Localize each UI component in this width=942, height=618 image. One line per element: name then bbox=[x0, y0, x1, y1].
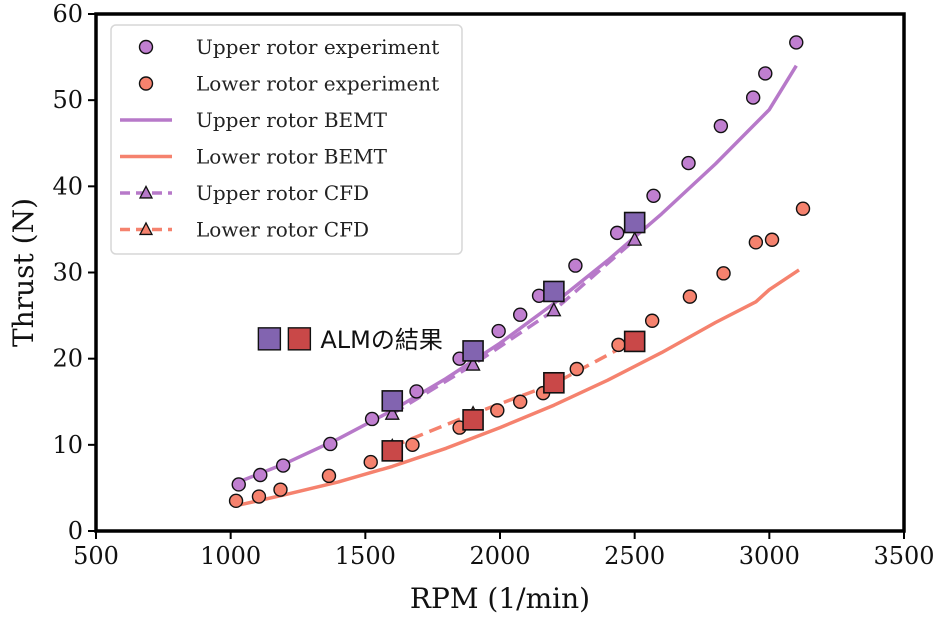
y-axis-title: Thrust (N) bbox=[7, 198, 40, 347]
legend-handle-marker bbox=[138, 76, 154, 91]
upper-rotor-cfd-marker bbox=[627, 231, 643, 246]
upper-rotor-experiment-point bbox=[409, 384, 424, 399]
lower-rotor-experiment-point bbox=[228, 493, 244, 509]
lower-rotor-experiment-point bbox=[716, 266, 731, 281]
x-tick-label: 1000 bbox=[200, 542, 261, 570]
upper-rotor-experiment-point bbox=[646, 188, 661, 204]
x-tick-label: 1500 bbox=[335, 542, 396, 570]
lower-rotor-bemt-line bbox=[238, 268, 800, 507]
legend-handle-marker bbox=[138, 184, 154, 199]
upper-rotor-experiment-point bbox=[681, 155, 696, 171]
annotation-alm: ALMの結果 bbox=[257, 326, 443, 354]
y-tick-label: 60 bbox=[52, 0, 83, 28]
lower-rotor-experiment-point bbox=[251, 489, 267, 504]
upper-rotor-cfd-marker bbox=[384, 405, 400, 420]
lower-rotor-experiment-point bbox=[273, 482, 288, 497]
x-tick-label: 2000 bbox=[469, 542, 530, 570]
y-tick-label: 10 bbox=[52, 431, 83, 459]
upper-rotor-experiment-point bbox=[745, 90, 761, 105]
plot-inner bbox=[228, 35, 811, 509]
legend-label: Lower rotor experiment bbox=[196, 72, 439, 96]
upper-rotor-experiment-point bbox=[275, 458, 291, 473]
y-tick-label: 30 bbox=[52, 259, 83, 287]
legend-entry-upper-rotor-cfd: Upper rotor CFD bbox=[120, 181, 369, 205]
upper-rotor-experiment-point bbox=[758, 66, 773, 81]
lower-rotor-experiment-point bbox=[513, 394, 528, 409]
plot-area bbox=[228, 35, 811, 509]
lower-rotor-experiment-point bbox=[748, 235, 764, 250]
alm-result-square-1 bbox=[623, 211, 646, 234]
upper-rotor-cfd-marker bbox=[546, 301, 562, 317]
upper-rotor-experiment-point bbox=[323, 436, 338, 452]
alm-result-square-1 bbox=[381, 390, 404, 412]
legend-handle-marker bbox=[138, 221, 154, 236]
lower-rotor-experiment-point bbox=[569, 361, 584, 377]
lower-rotor-experiment-point bbox=[363, 454, 378, 470]
lower-rotor-experiment-point bbox=[490, 403, 505, 418]
upper-rotor-experiment-point bbox=[568, 258, 583, 273]
lower-rotor-experiment-point bbox=[795, 201, 811, 216]
legend-box bbox=[110, 24, 463, 255]
y-tick-label: 50 bbox=[52, 86, 83, 114]
lower-rotor-experiment-point bbox=[405, 437, 420, 453]
alm-result-square-2 bbox=[381, 440, 404, 462]
axes: 500 1000 1500 2000 2500 3000 3500 0 10 20 30 40 50 60… bbox=[7, 0, 935, 615]
x-axis-title: RPM (1/min) bbox=[410, 582, 590, 615]
upper-rotor-experiment-point bbox=[491, 323, 506, 339]
legend-label: Lower rotor BEMT bbox=[196, 145, 388, 169]
legend-entry-lower-rotor-experiment: Lower rotor experiment bbox=[138, 72, 439, 96]
alm-result-square-2 bbox=[543, 371, 565, 394]
alm-result-square-1 bbox=[543, 280, 565, 303]
upper-rotor-experiment-point bbox=[789, 35, 804, 50]
legend-entry-lower-rotor-cfd: Lower rotor CFD bbox=[120, 218, 369, 242]
alm-label: ALMの結果 bbox=[320, 326, 443, 354]
upper-rotor-experiment-point bbox=[713, 118, 729, 134]
upper-rotor-experiment-point bbox=[364, 411, 380, 427]
legend-entry-lower-rotor-bemt: Lower rotor BEMT bbox=[120, 145, 388, 169]
upper-rotor-experiment-point bbox=[609, 225, 625, 241]
upper-rotor-cfd-line bbox=[391, 238, 636, 416]
legend-entry-upper-rotor-bemt: Upper rotor BEMT bbox=[120, 108, 388, 132]
lower-rotor-experiment-point bbox=[764, 232, 780, 247]
lower-rotor-experiment-point bbox=[682, 289, 698, 304]
y-tick-label: 40 bbox=[52, 172, 83, 200]
upper-rotor-cfd-marker bbox=[465, 356, 481, 371]
upper-rotor-experiment-point bbox=[231, 477, 246, 492]
alm-result-square-2 bbox=[462, 409, 484, 431]
legend-label: Lower rotor CFD bbox=[196, 218, 369, 242]
alm-swatch-1 bbox=[257, 327, 282, 351]
upper-rotor-experiment-point bbox=[253, 467, 268, 483]
lower-rotor-cfd-line bbox=[391, 339, 636, 449]
x-tick-label: 500 bbox=[73, 542, 119, 570]
lower-rotor-experiment-point bbox=[321, 468, 337, 484]
alm-swatch-2 bbox=[287, 327, 312, 351]
x-tick-label: 3500 bbox=[873, 542, 934, 570]
y-tick-label: 20 bbox=[52, 345, 83, 373]
y-tick-label: 0 bbox=[68, 517, 83, 545]
legend-label: Upper rotor CFD bbox=[196, 181, 369, 205]
legend-label: Upper rotor BEMT bbox=[196, 108, 388, 132]
alm-result-square-2 bbox=[623, 330, 646, 353]
lower-rotor-experiment-point bbox=[644, 313, 660, 328]
x-tick-label: 3000 bbox=[739, 542, 800, 570]
legend-handle-marker bbox=[138, 39, 154, 55]
upper-rotor-experiment-point bbox=[513, 307, 528, 322]
legend: Upper rotor experiment Lower rotor experi… bbox=[110, 24, 463, 255]
legend-label: Upper rotor experiment bbox=[196, 35, 439, 59]
lower-rotor-experiment-point bbox=[611, 337, 626, 353]
legend-entry-upper-rotor-experiment: Upper rotor experiment bbox=[138, 35, 439, 59]
alm-result-square-1 bbox=[462, 340, 484, 362]
x-tick-label: 2500 bbox=[604, 542, 665, 570]
